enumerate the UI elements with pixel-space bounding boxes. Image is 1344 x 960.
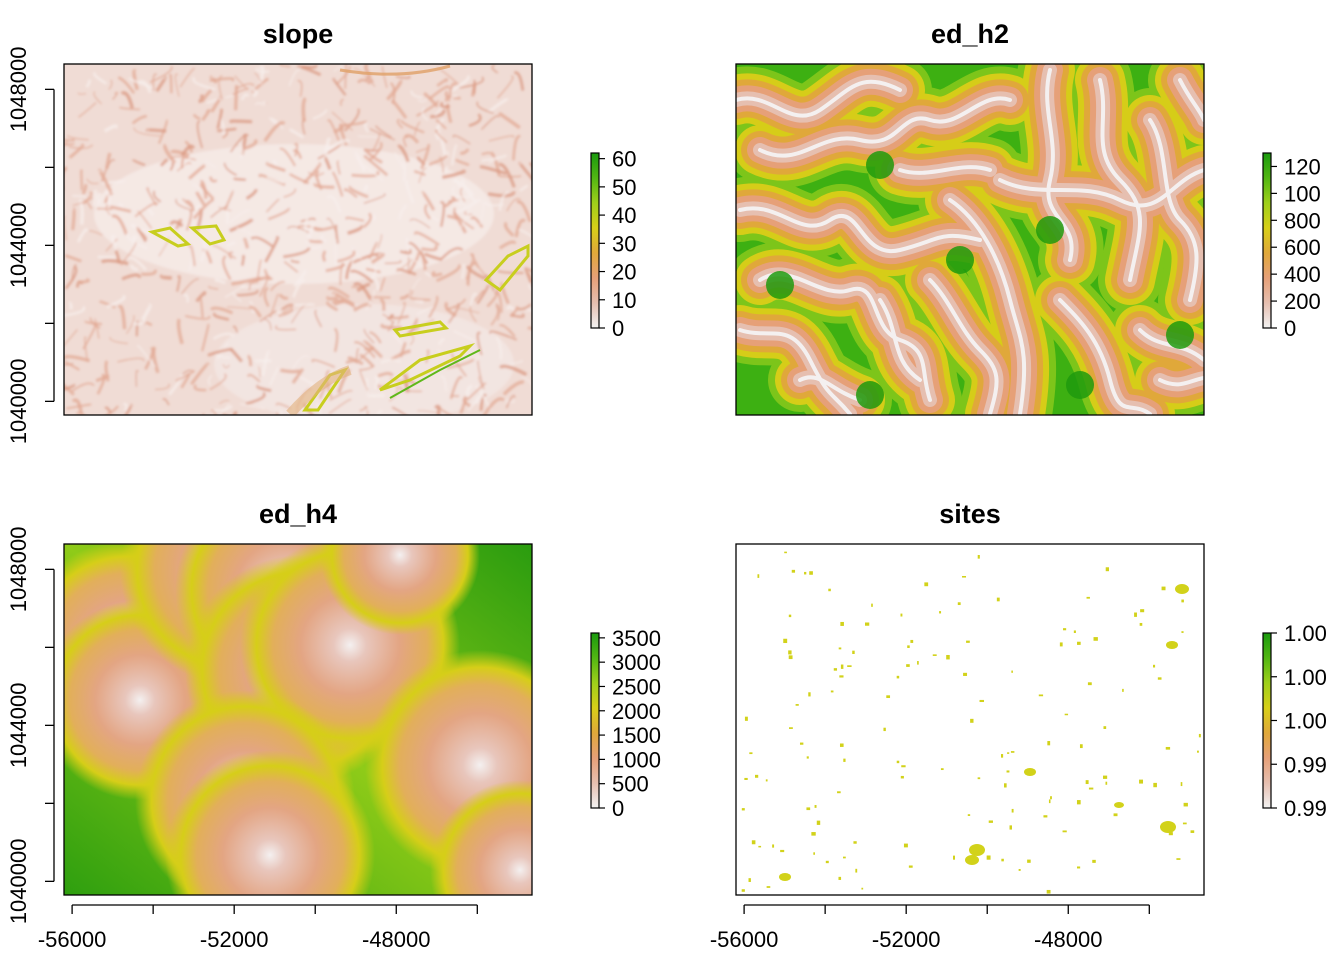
legend-label: 1.00 <box>1284 709 1327 734</box>
legend-label: 1000 <box>612 747 661 772</box>
legend-label: 10 <box>612 288 636 313</box>
raster-slope <box>64 64 532 415</box>
legend-label: 120 <box>1284 154 1321 179</box>
raster-ed_h2 <box>736 64 1204 415</box>
y-tick-label: 1040000 <box>6 359 31 445</box>
legend-label: 3000 <box>612 650 661 675</box>
y-tick-label: 1048000 <box>6 527 31 613</box>
y-tick-label: 1048000 <box>6 47 31 133</box>
x-tick-label: -56000 <box>710 927 779 952</box>
legend-colorbar <box>1262 632 1272 809</box>
legend-label: 30 <box>612 231 636 256</box>
legend-colorbar <box>1262 152 1272 329</box>
legend-sites: 0.99 0.99 1.00 1.00 1.00 <box>1262 621 1327 821</box>
x-axis: -56000 -52000 -48000 <box>710 904 1150 952</box>
panel-ed_h4: ed_h4 1040000 1044000 1048000 -56000 -52000 -4… <box>6 499 661 952</box>
legend-label: 100 <box>1284 181 1321 206</box>
x-tick-label: -48000 <box>1034 927 1103 952</box>
legend-slope: 0 10 20 30 40 50 60 <box>590 147 636 341</box>
legend-label: 400 <box>1284 262 1321 287</box>
legend-label: 0 <box>612 796 624 821</box>
panel-slope: slope 1040000 1044000 1048000 0 10 20 30 40 50 60 <box>6 19 636 444</box>
x-tick-label: -48000 <box>362 927 431 952</box>
legend-label: 3500 <box>612 626 661 651</box>
x-tick-label: -56000 <box>38 927 107 952</box>
plot-frame <box>735 543 1205 896</box>
legend-colorbar <box>590 632 600 809</box>
y-tick-label: 1040000 <box>6 839 31 925</box>
y-tick-label: 1044000 <box>6 683 31 769</box>
y-axis: 1040000 1044000 1048000 <box>6 527 55 925</box>
y-axis: 1040000 1044000 1048000 <box>6 47 55 445</box>
panel-sites: sites -56000 -52000 -48000 0.99 0.99 1.00 1.00 1… <box>710 499 1327 952</box>
plot-frame <box>63 543 533 896</box>
legend-label: 20 <box>612 260 636 285</box>
legend-label: 50 <box>612 175 636 200</box>
legend-label: 0 <box>612 316 624 341</box>
legend-label: 0.99 <box>1284 752 1327 777</box>
legend-colorbar <box>590 152 600 329</box>
raster-ed_h4 <box>64 544 532 895</box>
panel-title: ed_h4 <box>259 499 337 529</box>
panel-title: slope <box>263 19 334 49</box>
legend-label: 1.00 <box>1284 665 1327 690</box>
legend-label: 60 <box>612 147 636 172</box>
legend-label: 0 <box>1284 316 1296 341</box>
plot-frame <box>63 63 533 416</box>
legend-label: 40 <box>612 203 636 228</box>
legend-label: 800 <box>1284 208 1321 233</box>
y-tick-label: 1044000 <box>6 203 31 289</box>
legend-label: 1500 <box>612 723 661 748</box>
legend-label: 0.99 <box>1284 796 1327 821</box>
x-tick-label: -52000 <box>872 927 941 952</box>
legend-label: 2000 <box>612 699 661 724</box>
legend-label: 1.00 <box>1284 621 1327 646</box>
legend-label: 200 <box>1284 289 1321 314</box>
legend-label: 600 <box>1284 235 1321 260</box>
legend-label: 2500 <box>612 674 661 699</box>
raster-sites <box>736 544 1204 895</box>
panel-title: ed_h2 <box>931 19 1009 49</box>
panel-title: sites <box>939 499 1001 529</box>
x-tick-label: -52000 <box>200 927 269 952</box>
plot-frame <box>735 63 1205 416</box>
x-axis: -56000 -52000 -48000 <box>38 904 478 952</box>
legend-label: 500 <box>612 772 649 797</box>
